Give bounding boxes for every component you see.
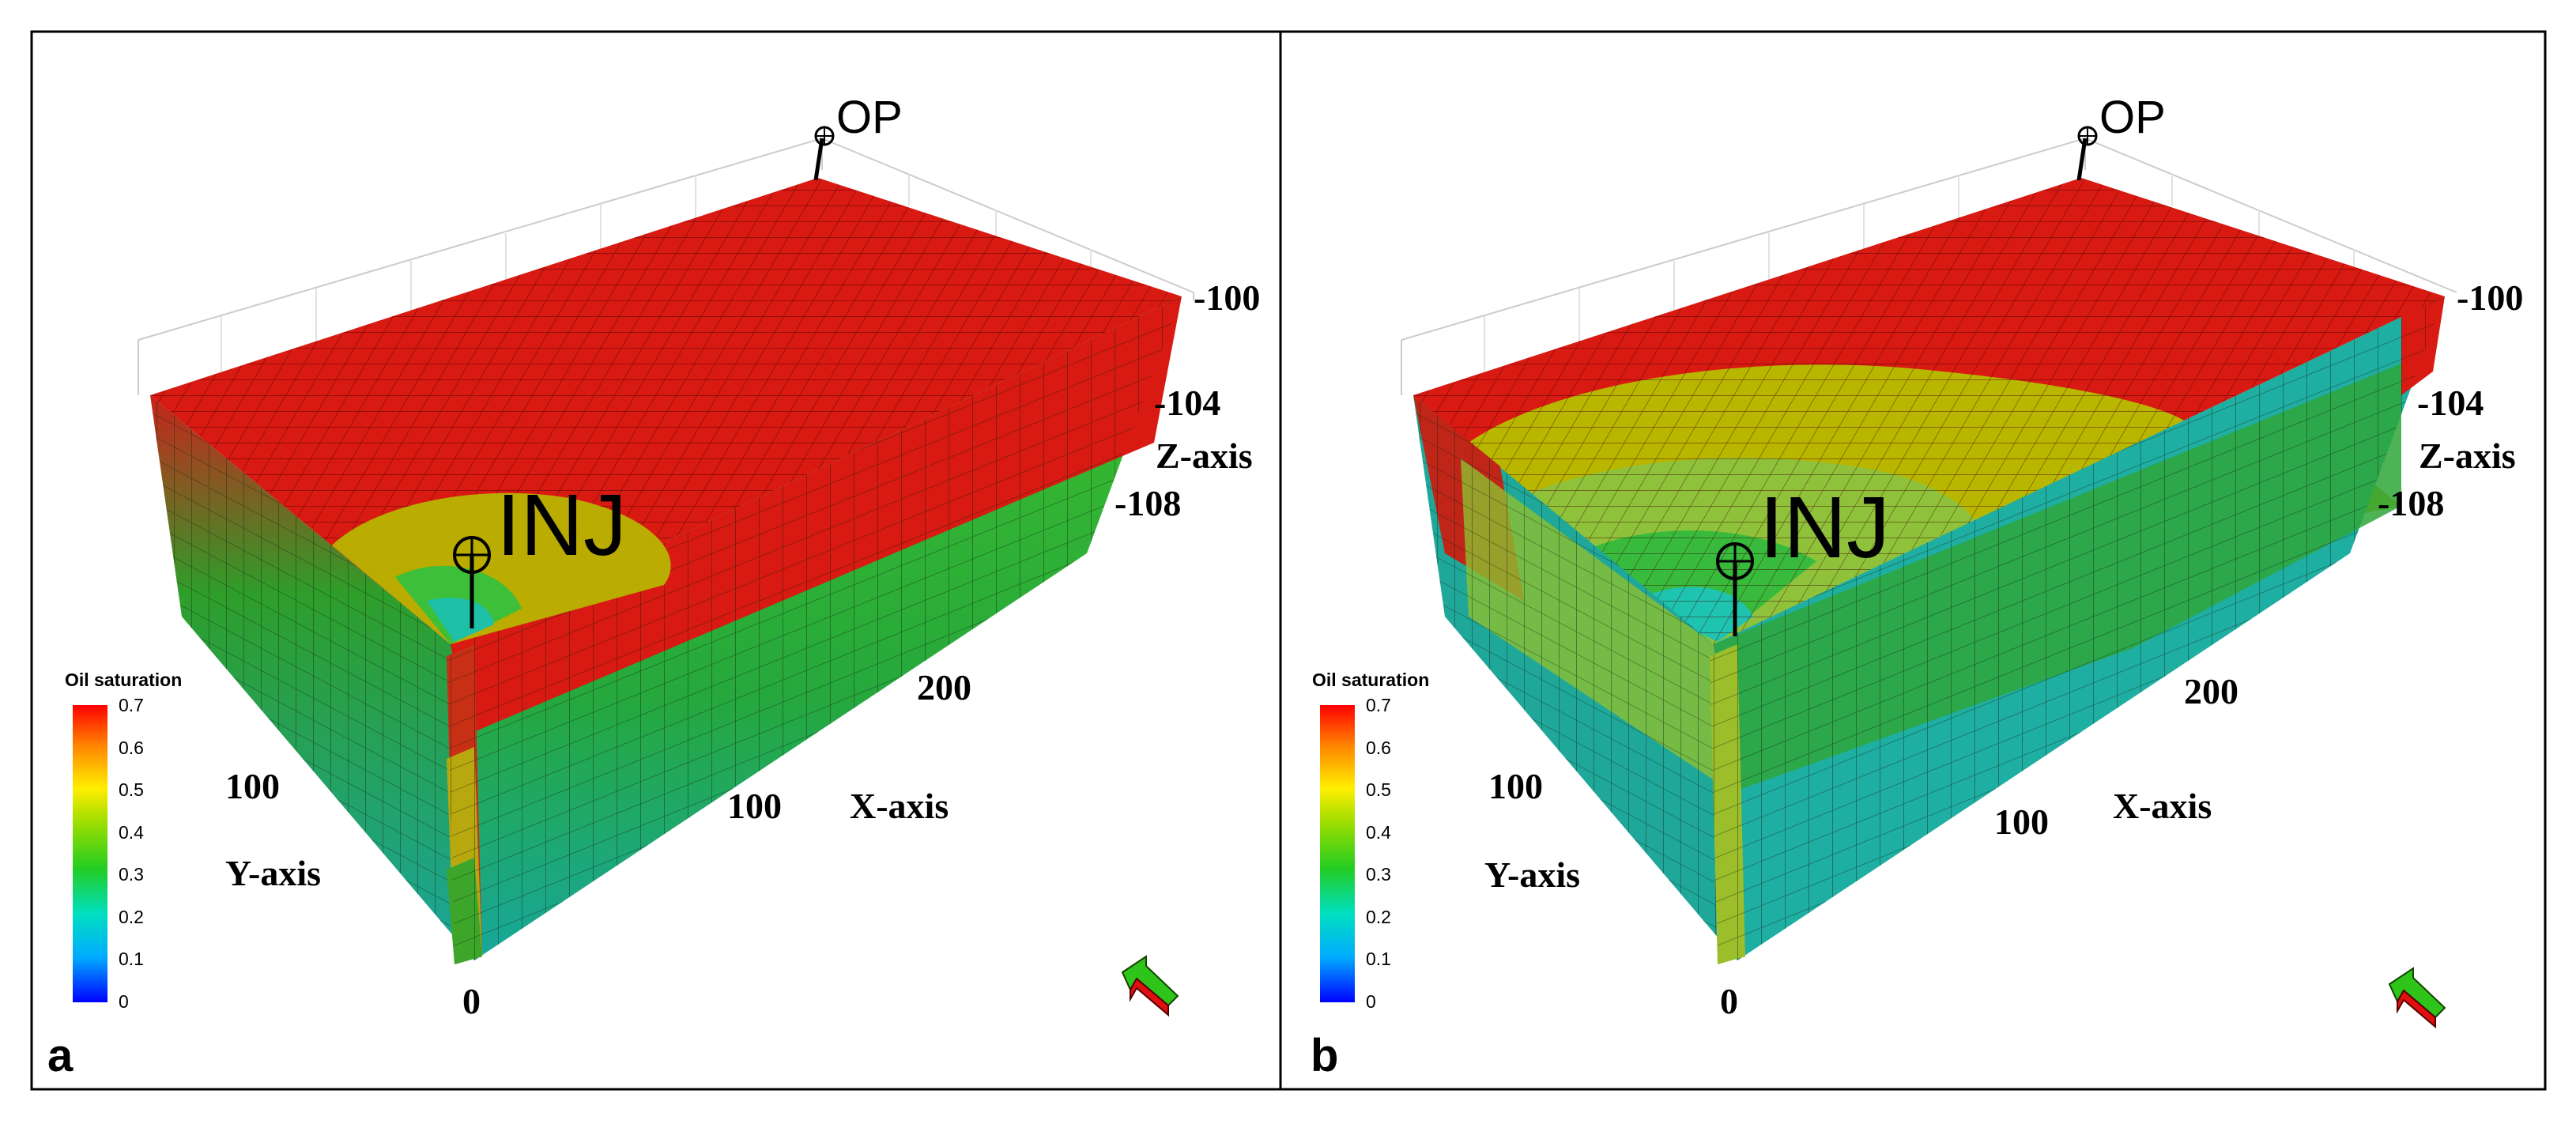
- svg-text:0.5: 0.5: [119, 779, 144, 800]
- z-axis-label: Z-axis: [1156, 436, 1253, 476]
- figure-frame: [30, 30, 2547, 1091]
- colorbar-title: Oil saturation: [1312, 670, 1429, 690]
- svg-text:0: 0: [1366, 991, 1376, 1012]
- svg-text:0.1: 0.1: [119, 949, 144, 969]
- svg-text:0.7: 0.7: [1366, 695, 1391, 715]
- colorbar-title: Oil saturation: [65, 670, 182, 690]
- svg-text:0: 0: [119, 991, 129, 1012]
- injector-well: INJ: [1716, 479, 1890, 636]
- producer-well: OP: [813, 92, 903, 181]
- x-tick-200: 200: [917, 667, 971, 707]
- svg-text:0.2: 0.2: [119, 907, 144, 927]
- panel-a: OP INJ -100 -104 -108 Z-axis 200 100 X-a…: [47, 92, 1260, 1081]
- colorbar: Oil saturation 0.7 0.6 0.5 0.4 0.3 0.2 0…: [65, 670, 182, 1012]
- orientation-arrow-icon: [1122, 956, 1179, 1016]
- producer-well: OP: [2076, 92, 2166, 181]
- svg-text:0.5: 0.5: [1366, 779, 1391, 800]
- injector-well: INJ: [453, 477, 627, 628]
- y-axis-label: Y-axis: [1484, 854, 1580, 895]
- x-axis-label: X-axis: [850, 786, 949, 826]
- x-tick-200: 200: [2184, 671, 2238, 711]
- y-tick-100: 100: [225, 766, 280, 806]
- orientation-arrow-icon: [2389, 968, 2446, 1028]
- z-tick-108: -108: [1115, 483, 1181, 523]
- injector-label: INJ: [496, 477, 627, 574]
- z-tick-108: -108: [2378, 483, 2444, 523]
- z-tick-104: -104: [1154, 383, 1220, 423]
- injector-label: INJ: [1759, 479, 1890, 576]
- y-tick-100: 100: [1488, 766, 1543, 806]
- panel-label: a: [47, 1030, 74, 1081]
- flood-front: [332, 492, 671, 644]
- svg-text:0.3: 0.3: [119, 864, 144, 885]
- producer-label: OP: [836, 92, 903, 143]
- svg-text:0.2: 0.2: [1366, 907, 1391, 927]
- y-axis-label: Y-axis: [225, 853, 321, 893]
- svg-text:0.4: 0.4: [1366, 822, 1391, 843]
- producer-label: OP: [2099, 92, 2166, 143]
- x-tick-100: 100: [1994, 802, 2049, 842]
- svg-text:0.6: 0.6: [119, 738, 144, 758]
- z-tick-100: -100: [2457, 277, 2523, 318]
- svg-text:0.1: 0.1: [1366, 949, 1391, 969]
- panel-label: b: [1311, 1030, 1338, 1081]
- svg-text:0.4: 0.4: [119, 822, 144, 843]
- panel-b: OP INJ -100 -104 -108 Z-axis 200 100 X-a…: [1311, 92, 2523, 1081]
- svg-text:0.3: 0.3: [1366, 864, 1391, 885]
- z-tick-100: -100: [1194, 277, 1260, 318]
- svg-text:0.6: 0.6: [1366, 738, 1391, 758]
- z-axis-label: Z-axis: [2419, 436, 2516, 476]
- x-tick-100: 100: [727, 786, 782, 826]
- z-tick-104: -104: [2417, 383, 2484, 423]
- colorbar: Oil saturation 0.7 0.6 0.5 0.4 0.3 0.2 0…: [1312, 670, 1429, 1012]
- origin-tick: 0: [462, 981, 481, 1021]
- x-axis-label: X-axis: [2113, 786, 2212, 826]
- svg-text:0.7: 0.7: [119, 695, 144, 715]
- origin-tick: 0: [1720, 981, 1738, 1021]
